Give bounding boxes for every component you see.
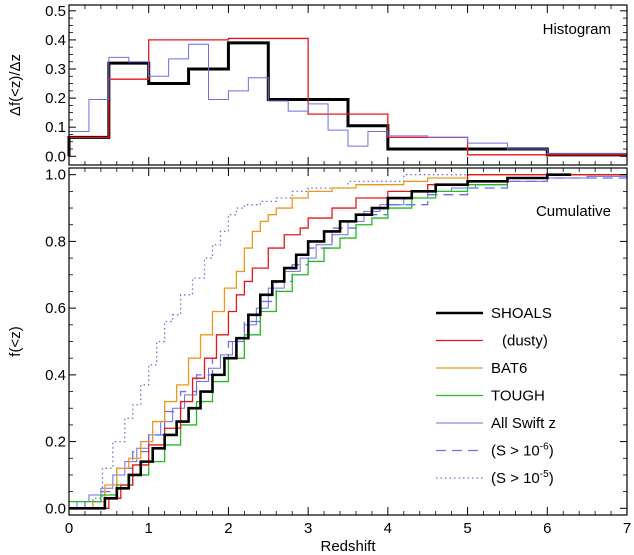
histogram-y-tick-label: 0.3 bbox=[45, 61, 66, 78]
x-tick-label: 5 bbox=[463, 520, 471, 537]
histogram-series-all-swift-z bbox=[68, 43, 627, 157]
histogram-series-group bbox=[67, 37, 627, 157]
histogram-panel-title: Histogram bbox=[543, 21, 611, 38]
x-tick-label: 3 bbox=[304, 520, 312, 537]
cumulative-panel-title: Cumulative bbox=[536, 203, 611, 220]
histogram-y-tick-label: 0.4 bbox=[45, 32, 66, 49]
cumulative-series-group bbox=[69, 173, 628, 510]
cumulative-y-tick-label: 0.8 bbox=[45, 233, 66, 250]
histogram-y-tick-label: 0.0 bbox=[45, 148, 66, 165]
x-tick-label: 4 bbox=[384, 520, 392, 537]
x-tick-label: 7 bbox=[623, 520, 631, 537]
x-axis-label: Redshift bbox=[320, 538, 376, 555]
x-tick-label: 1 bbox=[145, 520, 153, 537]
legend-label-all-swift-z: All Swift z bbox=[491, 415, 556, 432]
cumulative-series-bat6 bbox=[69, 174, 627, 509]
cumulative-ticks: 0.0 0.2 0.4 0.6 0.8 1.0 0 1 2 3 4 5 6 7 bbox=[45, 167, 631, 537]
legend-label-s-10: (S > 10-6) bbox=[491, 442, 554, 460]
cumulative-series-dusty bbox=[69, 174, 627, 509]
legend-label-bat6: BAT6 bbox=[491, 360, 527, 377]
cumulative-y-tick-label: 0.2 bbox=[45, 434, 66, 451]
legend-label-dusty: (dusty) bbox=[502, 333, 548, 350]
histogram-panel: 0.0 0.1 0.2 0.3 0.4 0.5 Histogram Δf(<z)/Δz bbox=[7, 3, 628, 166]
cumulative-y-tick-label: 0.0 bbox=[45, 500, 66, 517]
legend: SHOALS (dusty) BAT6 TOUGH All Swift z (S > 10… bbox=[436, 305, 556, 487]
x-tick-label: 6 bbox=[543, 520, 551, 537]
cumulative-series-s-10 bbox=[69, 174, 628, 509]
cumulative-y-tick-label: 0.4 bbox=[45, 367, 66, 384]
legend-label-s-10: (S > 10-5) bbox=[491, 469, 554, 487]
histogram-y-tick-label: 0.5 bbox=[45, 3, 66, 20]
cumulative-series-all-swift-z bbox=[69, 174, 628, 509]
histogram-plot-frame bbox=[68, 4, 628, 166]
cumulative-panel: 0.0 0.2 0.4 0.6 0.8 1.0 0 1 2 3 4 5 6 7 Cumulative f(… bbox=[7, 167, 631, 555]
histogram-y-tick-label: 0.2 bbox=[45, 90, 66, 107]
cumulative-y-tick-label: 1.0 bbox=[45, 167, 66, 184]
cumulative-series-shoals bbox=[69, 173, 572, 510]
x-tick-label: 0 bbox=[65, 520, 73, 537]
cumulative-y-axis-label: f(<z) bbox=[7, 326, 24, 356]
histogram-ticks: 0.0 0.1 0.2 0.3 0.4 0.5 bbox=[45, 3, 628, 165]
histogram-y-axis-label: Δf(<z)/Δz bbox=[7, 54, 24, 116]
histogram-y-tick-label: 0.1 bbox=[45, 119, 66, 136]
legend-label-tough: TOUGH bbox=[491, 388, 545, 405]
x-tick-label: 2 bbox=[224, 520, 232, 537]
legend-label-shoals: SHOALS bbox=[491, 305, 552, 322]
cumulative-y-tick-label: 0.6 bbox=[45, 300, 66, 317]
